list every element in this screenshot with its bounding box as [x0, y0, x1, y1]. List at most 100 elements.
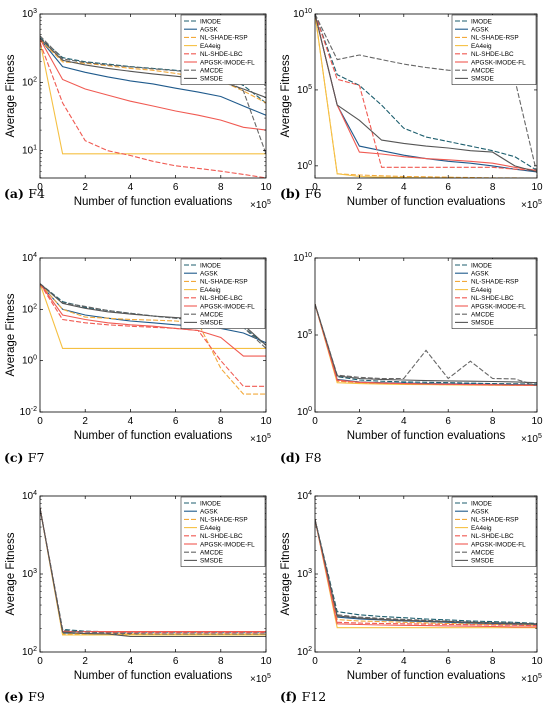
- x-tick-label: 0: [37, 656, 43, 667]
- legend-entry: APGSK-IMODE-FL: [200, 541, 255, 548]
- x-tick-label: 8: [490, 182, 496, 193]
- series-line-apgsk-imode-fl: [315, 14, 537, 171]
- legend-entry: AMCDE: [200, 68, 223, 75]
- legend-box: [451, 258, 537, 329]
- x-tick-label: 2: [357, 416, 363, 427]
- x-axis-label: Number of function evaluations: [347, 196, 506, 208]
- y-axis-label: Average Fitness: [5, 54, 17, 137]
- series-line-apgsk-imode-fl: [40, 38, 266, 131]
- legend-entry: IMODE: [200, 500, 221, 507]
- legend-entry: APGSK-IMODE-FL: [471, 303, 526, 310]
- legend-entry: AMCDE: [471, 312, 494, 319]
- y-tick-label: 103: [22, 568, 37, 580]
- legend-entry: EA4eig: [471, 525, 492, 532]
- x-tick-label: 8: [490, 656, 496, 667]
- x-multiplier: ×105: [250, 199, 271, 211]
- series-line-apgsk-imode-fl: [315, 304, 537, 386]
- legend-entry: SMSDE: [200, 320, 223, 327]
- x-tick-label: 0: [312, 182, 318, 193]
- x-tick-label: 0: [37, 416, 43, 427]
- legend-entry: AMCDE: [471, 68, 494, 75]
- x-tick-label: 6: [173, 656, 179, 667]
- y-tick-label: 102: [22, 76, 37, 88]
- x-tick-label: 6: [445, 656, 451, 667]
- x-tick-label: 6: [173, 416, 179, 427]
- legend-entry: NL-SHADE-RSP: [471, 279, 519, 286]
- legend-box: [180, 496, 266, 567]
- y-tick-label: 1010: [293, 8, 312, 20]
- x-tick-label: 8: [218, 416, 224, 427]
- x-axis-label: Number of function evaluations: [74, 196, 233, 208]
- legend-entry: NL-SHADE-RSP: [200, 517, 248, 524]
- legend-entry: EA4eig: [471, 43, 492, 50]
- x-tick-label: 2: [357, 656, 363, 667]
- legend-entry: NL-SHDE-LBC: [471, 533, 514, 540]
- series-line-ea4eig: [315, 519, 537, 629]
- legend-entry: EA4eig: [200, 287, 221, 294]
- series-line-imode: [315, 304, 537, 385]
- series-line-ea4eig: [40, 508, 266, 636]
- series-line-smsde: [40, 508, 266, 638]
- x-tick-label: 8: [218, 182, 224, 193]
- panel-caption: (b) F6: [280, 186, 322, 201]
- legend-entry: AGSK: [471, 27, 489, 34]
- chart-panel-5: 0 2 4 6 8 10 102 103 104 Number of function evalu…: [4, 490, 272, 704]
- series-line-amcde: [315, 14, 537, 174]
- legend-entry: SMSDE: [200, 558, 223, 565]
- legend-entry: NL-SHDE-LBC: [200, 295, 243, 302]
- legend-entry: NL-SHDE-LBC: [200, 533, 243, 540]
- x-axis-label: Number of function evaluations: [74, 670, 233, 682]
- x-tick-label: 0: [312, 656, 318, 667]
- x-tick-label: 4: [128, 416, 134, 427]
- series-line-nl-shade-rsp: [40, 283, 266, 395]
- x-tick-label: 6: [445, 182, 451, 193]
- x-tick-label: 4: [401, 182, 407, 193]
- x-tick-label: 6: [173, 182, 179, 193]
- series-line-ea4eig: [40, 283, 266, 349]
- legend-entry: EA4eig: [200, 525, 221, 532]
- legend: IMODE AGSKNL-SHADE-RSPEA4eigNL-SHDE-LBCAP…: [180, 14, 266, 85]
- y-tick-label: 102: [297, 646, 312, 658]
- legend-entry: AMCDE: [471, 550, 494, 557]
- legend-entry: EA4eig: [200, 43, 221, 50]
- series-line-nl-shade-rsp: [315, 519, 537, 626]
- series-line-nl-shde-lbc: [40, 283, 266, 387]
- y-axis-label: Average Fitness: [5, 293, 17, 376]
- legend-entry: AMCDE: [200, 550, 223, 557]
- x-tick-label: 4: [401, 656, 407, 667]
- panel-caption: (f) F12: [280, 689, 326, 704]
- y-tick-label: 103: [297, 568, 312, 580]
- x-axis-label: Number of function evaluations: [347, 670, 506, 682]
- panel-caption: (e) F9: [4, 689, 45, 704]
- series-line-nl-shde-lbc: [315, 14, 537, 171]
- x-tick-label: 10: [531, 656, 543, 667]
- x-axis-label: Number of function evaluations: [347, 430, 506, 442]
- x-tick-label: 10: [260, 416, 272, 427]
- series-line-apgsk-imode-fl: [315, 519, 537, 628]
- legend-box: [451, 14, 537, 85]
- x-tick-label: 6: [445, 416, 451, 427]
- legend-entry: AGSK: [200, 27, 218, 34]
- x-multiplier: ×105: [250, 673, 271, 685]
- legend-entry: APGSK-IMODE-FL: [471, 541, 526, 548]
- series-line-smsde: [315, 519, 537, 625]
- x-tick-label: 10: [260, 182, 272, 193]
- series-line-agsk: [315, 519, 537, 626]
- y-tick-label: 10-2: [20, 406, 37, 418]
- y-axis-label: Average Fitness: [5, 532, 17, 615]
- y-tick-label: 102: [22, 646, 37, 658]
- legend-entry: SMSDE: [471, 320, 494, 327]
- legend-entry: NL-SHADE-RSP: [471, 35, 519, 42]
- series-line-agsk: [40, 38, 266, 116]
- y-axis-label: Average Fitness: [280, 54, 292, 137]
- x-tick-label: 2: [82, 656, 88, 667]
- legend-entry: APGSK-IMODE-FL: [200, 303, 255, 310]
- chart-panel-1: 0 2 4 6 8 10 101 102 103 Number of function evalu…: [4, 8, 272, 211]
- legend-entry: EA4eig: [471, 287, 492, 294]
- legend-entry: NL-SHADE-RSP: [471, 517, 519, 524]
- legend-entry: NL-SHADE-RSP: [200, 35, 248, 42]
- y-tick-label: 100: [297, 160, 312, 172]
- x-tick-label: 10: [531, 182, 543, 193]
- x-tick-label: 10: [531, 416, 543, 427]
- y-tick-label: 104: [22, 252, 37, 264]
